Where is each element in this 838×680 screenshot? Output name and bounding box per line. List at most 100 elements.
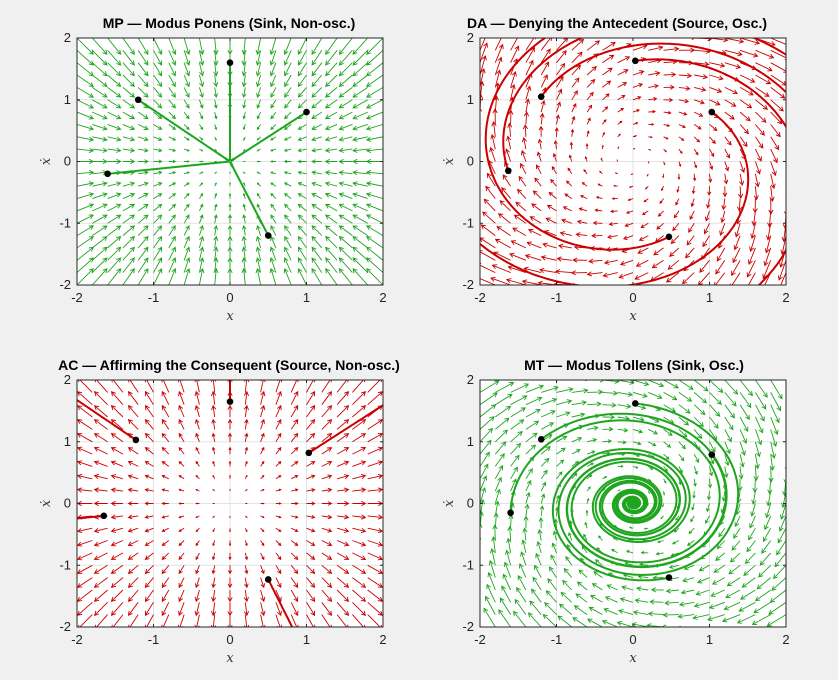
quiver-arrow — [555, 114, 560, 125]
quiver-arrow — [311, 225, 323, 236]
quiver-arrow — [77, 225, 94, 236]
quiver-arrow — [161, 474, 169, 480]
x-axis-label: x — [226, 309, 234, 324]
quiver-arrow — [778, 515, 786, 532]
quiver-arrow — [548, 191, 557, 199]
quiver-arrow — [540, 255, 557, 261]
quiver-arrow — [367, 487, 383, 493]
quiver-arrow — [489, 547, 496, 566]
quiver-arrow — [122, 111, 136, 120]
quiver-arrow — [480, 38, 486, 51]
quiver-arrow — [601, 144, 604, 150]
quiver-arrow — [534, 177, 542, 187]
quiver-arrow — [585, 509, 589, 516]
quiver-arrow — [709, 441, 716, 453]
quiver-arrow — [770, 62, 786, 73]
quiver-arrow — [587, 389, 604, 395]
quiver-arrow — [325, 74, 338, 88]
quiver-arrow — [168, 203, 176, 212]
quiver-arrow — [270, 203, 277, 212]
quiver-arrow — [211, 565, 216, 575]
quiver-arrow — [507, 122, 513, 137]
quiver-arrow — [284, 203, 292, 212]
quiver-arrow — [648, 441, 657, 447]
quiver-arrow — [785, 38, 786, 39]
quiver-arrow — [693, 380, 709, 392]
quiver-arrow — [260, 474, 265, 480]
quiver-arrow — [480, 427, 494, 443]
quiver-arrow — [673, 210, 680, 219]
quiver-arrow — [107, 99, 122, 109]
quiver-arrow — [153, 50, 163, 66]
quiver-arrow — [480, 278, 496, 285]
quiver-arrow — [538, 516, 544, 529]
quiver-arrow — [586, 91, 594, 101]
y-tick-label: -1 — [462, 215, 474, 230]
quiver-arrow — [178, 446, 185, 455]
quiver-arrow — [227, 418, 233, 430]
quiver-arrow — [522, 527, 528, 541]
quiver-arrow — [110, 487, 123, 493]
quiver-arrow — [352, 514, 367, 520]
quiver-arrow — [352, 446, 367, 455]
quiver-arrow — [755, 380, 768, 398]
x-tick-label: 2 — [379, 632, 386, 647]
quiver-arrow — [382, 428, 383, 430]
quiver-arrow — [754, 429, 763, 446]
quiver-arrow — [754, 173, 760, 188]
x-tick-label: -1 — [551, 290, 563, 305]
quiver-arrow — [758, 564, 772, 578]
quiver-arrow — [183, 148, 190, 152]
quiver-arrow — [586, 438, 598, 443]
quiver-arrow — [707, 478, 713, 489]
quiver-arrow — [739, 392, 752, 409]
quiver-arrow — [558, 603, 573, 615]
quiver-arrow — [311, 38, 323, 55]
quiver-arrow — [693, 136, 701, 143]
quiver-arrow — [672, 223, 680, 232]
quiver-arrow — [494, 488, 501, 504]
quiver-arrow — [183, 203, 190, 212]
quiver-arrow — [107, 111, 122, 120]
quiver-arrow — [693, 601, 710, 608]
quiver-arrow — [678, 416, 690, 426]
quiver-arrow — [617, 380, 635, 385]
quiver-arrow — [324, 87, 338, 98]
quiver-arrow — [227, 235, 233, 248]
quiver-arrow — [311, 123, 323, 130]
quiver-arrow — [338, 87, 353, 98]
quiver-arrow — [137, 268, 149, 285]
quiver-arrow — [144, 418, 154, 430]
quiver-arrow — [382, 565, 383, 566]
quiver-arrow — [629, 526, 634, 529]
quiver-arrow — [321, 552, 333, 560]
quiver-arrow — [110, 474, 124, 480]
quiver-arrow — [525, 432, 538, 443]
quiver-arrow — [168, 62, 176, 77]
quiver-arrow — [552, 530, 558, 541]
quiver-arrow — [110, 589, 124, 602]
quiver-arrow — [536, 151, 542, 162]
quiver-arrow — [693, 161, 698, 169]
quiver-arrow — [284, 246, 292, 261]
quiver-arrow — [571, 102, 577, 113]
quiver-arrow — [648, 83, 659, 89]
quiver-arrow — [668, 564, 680, 569]
quiver-arrow — [93, 552, 108, 561]
quiver-arrow — [571, 51, 583, 64]
quiver-arrow — [535, 552, 542, 566]
quiver-arrow — [525, 479, 532, 492]
quiver-arrow — [227, 590, 233, 603]
quiver-arrow — [311, 147, 322, 153]
quiver-arrow — [178, 418, 185, 430]
quiver-arrow — [662, 284, 664, 285]
quiver-arrow — [556, 101, 562, 113]
quiver-arrow — [183, 626, 185, 627]
quiver-arrow — [227, 577, 233, 589]
quiver-arrow — [494, 38, 502, 51]
quiver-arrow — [338, 147, 353, 153]
quiver-arrow — [243, 171, 246, 175]
x-tick-label: -2 — [71, 632, 83, 647]
quiver-arrow — [91, 268, 108, 285]
quiver-arrow — [214, 160, 218, 163]
